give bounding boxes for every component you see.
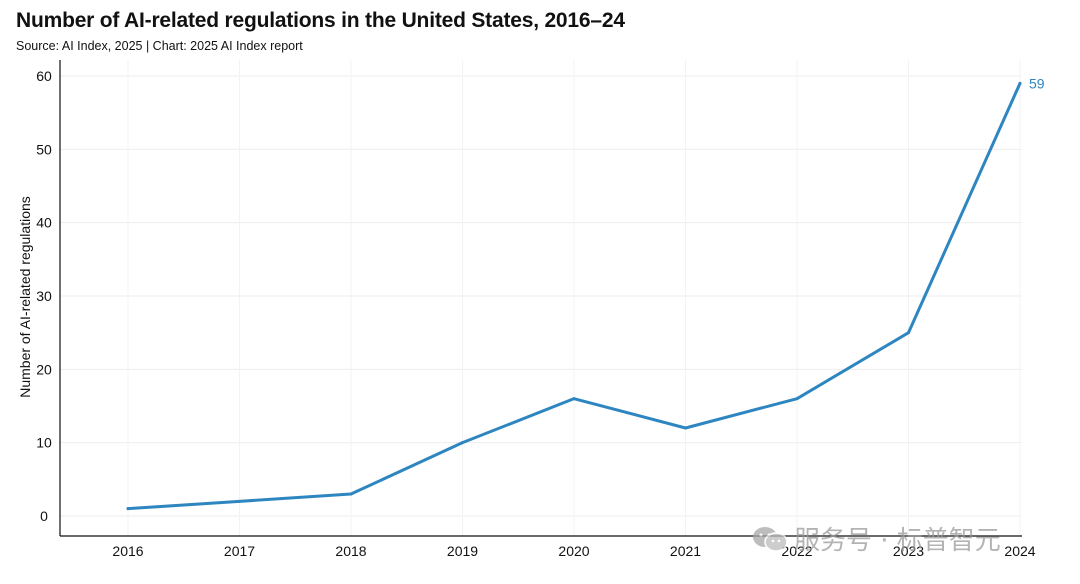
y-axis-label: Number of AI-related regulations <box>17 196 33 398</box>
x-tick-label-2018: 2018 <box>335 543 366 559</box>
x-tick-label-2016: 2016 <box>112 543 143 559</box>
y-tick-label-0: 0 <box>40 508 48 524</box>
grid-lines <box>60 60 1022 536</box>
data-point-2018 <box>349 492 353 496</box>
data-point-2016 <box>126 507 130 511</box>
y-tick-label-60: 60 <box>36 68 52 84</box>
chart-subtitle: Source: AI Index, 2025 | Chart: 2025 AI … <box>16 39 303 53</box>
chart-title: Number of AI-related regulations in the … <box>16 9 625 32</box>
data-point-2024 <box>1018 81 1022 85</box>
series-group <box>126 81 1022 511</box>
watermark-text: 服务号 · 标普智元 <box>794 526 1001 556</box>
data-label-2024: 59 <box>1029 75 1045 91</box>
y-tick-label-30: 30 <box>36 288 52 304</box>
wechat-icon <box>753 526 788 552</box>
x-tick-label-2022: 2022 <box>781 543 812 559</box>
y-tick-label-20: 20 <box>36 361 52 377</box>
y-tick-label-10: 10 <box>36 435 52 451</box>
data-point-2023 <box>907 331 910 335</box>
data-labels: 59 <box>1029 75 1045 91</box>
data-point-2017 <box>238 499 241 503</box>
x-tick-label-2020: 2020 <box>558 543 589 559</box>
x-tick-label-2017: 2017 <box>224 543 255 559</box>
x-tick-labels: 2016 2017 2018 2019 2020 2021 2022 2023 2024 <box>112 543 1035 559</box>
y-tick-labels: 0 10 20 30 40 50 60 <box>36 68 52 524</box>
x-tick-label-2024: 2024 <box>1004 543 1035 559</box>
data-point-2019 <box>461 441 464 445</box>
y-tick-label-50: 50 <box>36 141 52 157</box>
x-tick-label-2021: 2021 <box>670 543 701 559</box>
data-point-2020 <box>572 397 576 401</box>
y-tick-label-40: 40 <box>36 215 52 231</box>
data-point-2022 <box>795 397 799 401</box>
axes <box>59 60 1022 537</box>
watermark: 服务号 · 标普智元 <box>752 520 1001 557</box>
data-point-2021 <box>684 426 687 430</box>
x-tick-label-2019: 2019 <box>447 543 478 559</box>
x-tick-label-2023: 2023 <box>893 543 924 559</box>
